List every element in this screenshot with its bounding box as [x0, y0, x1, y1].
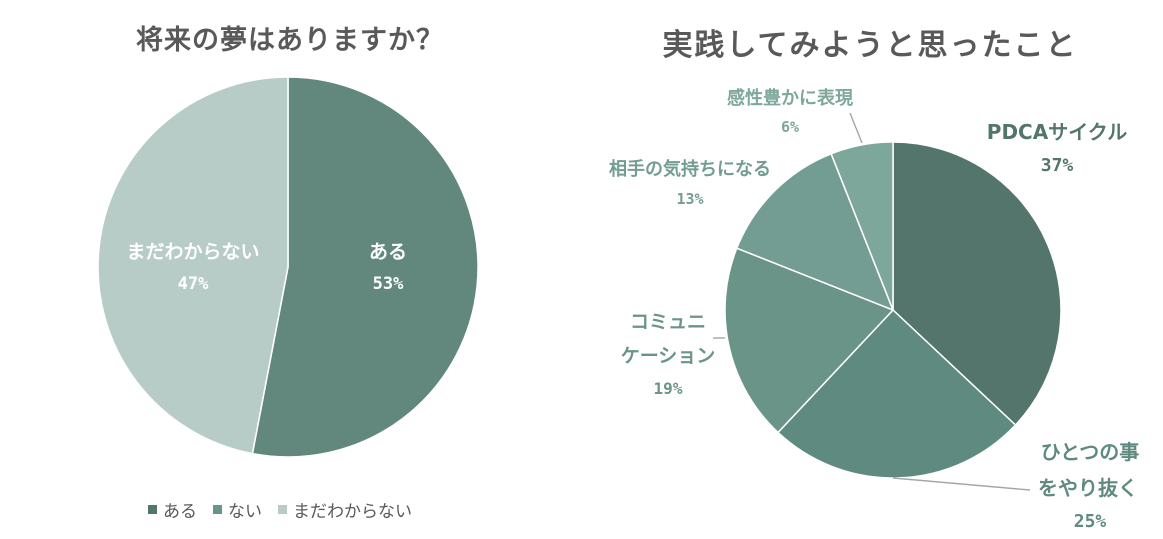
- leader-line-kansei: [849, 112, 863, 144]
- pie-slice-pdca: [892, 141, 1062, 427]
- pie-slice-kansei: [830, 141, 894, 311]
- legend-label-aru: ある: [163, 502, 197, 522]
- slice-label-communication-line2: ケーション: [621, 345, 716, 367]
- slice-label-hitotsu-line2: をやり抜く: [1038, 476, 1138, 500]
- legend-swatch-aru: [148, 505, 157, 514]
- slice-label-communication-line1: コミュニ: [630, 311, 706, 333]
- slice-value-communication: 19%: [654, 379, 683, 398]
- legend-label-madawakaranai: まだわからない: [293, 502, 412, 522]
- legend-swatch-nai: [213, 505, 222, 514]
- pie-slice-aite: [735, 152, 895, 312]
- slice-value-aite: 13%: [676, 190, 703, 208]
- pie-slice-communication: [724, 247, 895, 434]
- slice-label-hitotsu-line1: ひとつの事: [1041, 440, 1140, 464]
- legend-item-aru: ある: [148, 497, 197, 522]
- pie-slice-madawakaranai: [97, 76, 289, 455]
- slice-value-madawakaranai: 47%: [178, 274, 209, 294]
- slice-value-kansei: 6%: [781, 118, 799, 136]
- pie-slice-aru: [251, 76, 479, 458]
- slice-label-aite: 相手の気持ちになる: [609, 158, 771, 180]
- legend-item-madawakaranai: まだわからない: [278, 497, 412, 522]
- legend-swatch-madawakaranai: [278, 505, 287, 514]
- chart2-title: 実践してみようと思ったこと: [662, 28, 1078, 63]
- legend-label-nai: ない: [228, 502, 262, 522]
- chart1-title: 将来の夢はありますか？: [136, 25, 444, 56]
- slice-label-aru: ある: [369, 241, 407, 263]
- slice-label-pdca: PDCAサイクル: [987, 120, 1127, 144]
- chart1-legend: ある ない まだわからない: [148, 497, 412, 522]
- slice-value-hitotsu: 25%: [1074, 511, 1107, 532]
- slice-label-kansei: 感性豊かに表現: [727, 87, 853, 109]
- leader-line-hitotsu: [892, 477, 1031, 491]
- slice-value-pdca: 37%: [1041, 155, 1074, 176]
- slice-label-madawakaranai: まだわからない: [126, 241, 259, 263]
- slice-value-aru: 53%: [373, 274, 404, 294]
- legend-item-nai: ない: [213, 497, 262, 522]
